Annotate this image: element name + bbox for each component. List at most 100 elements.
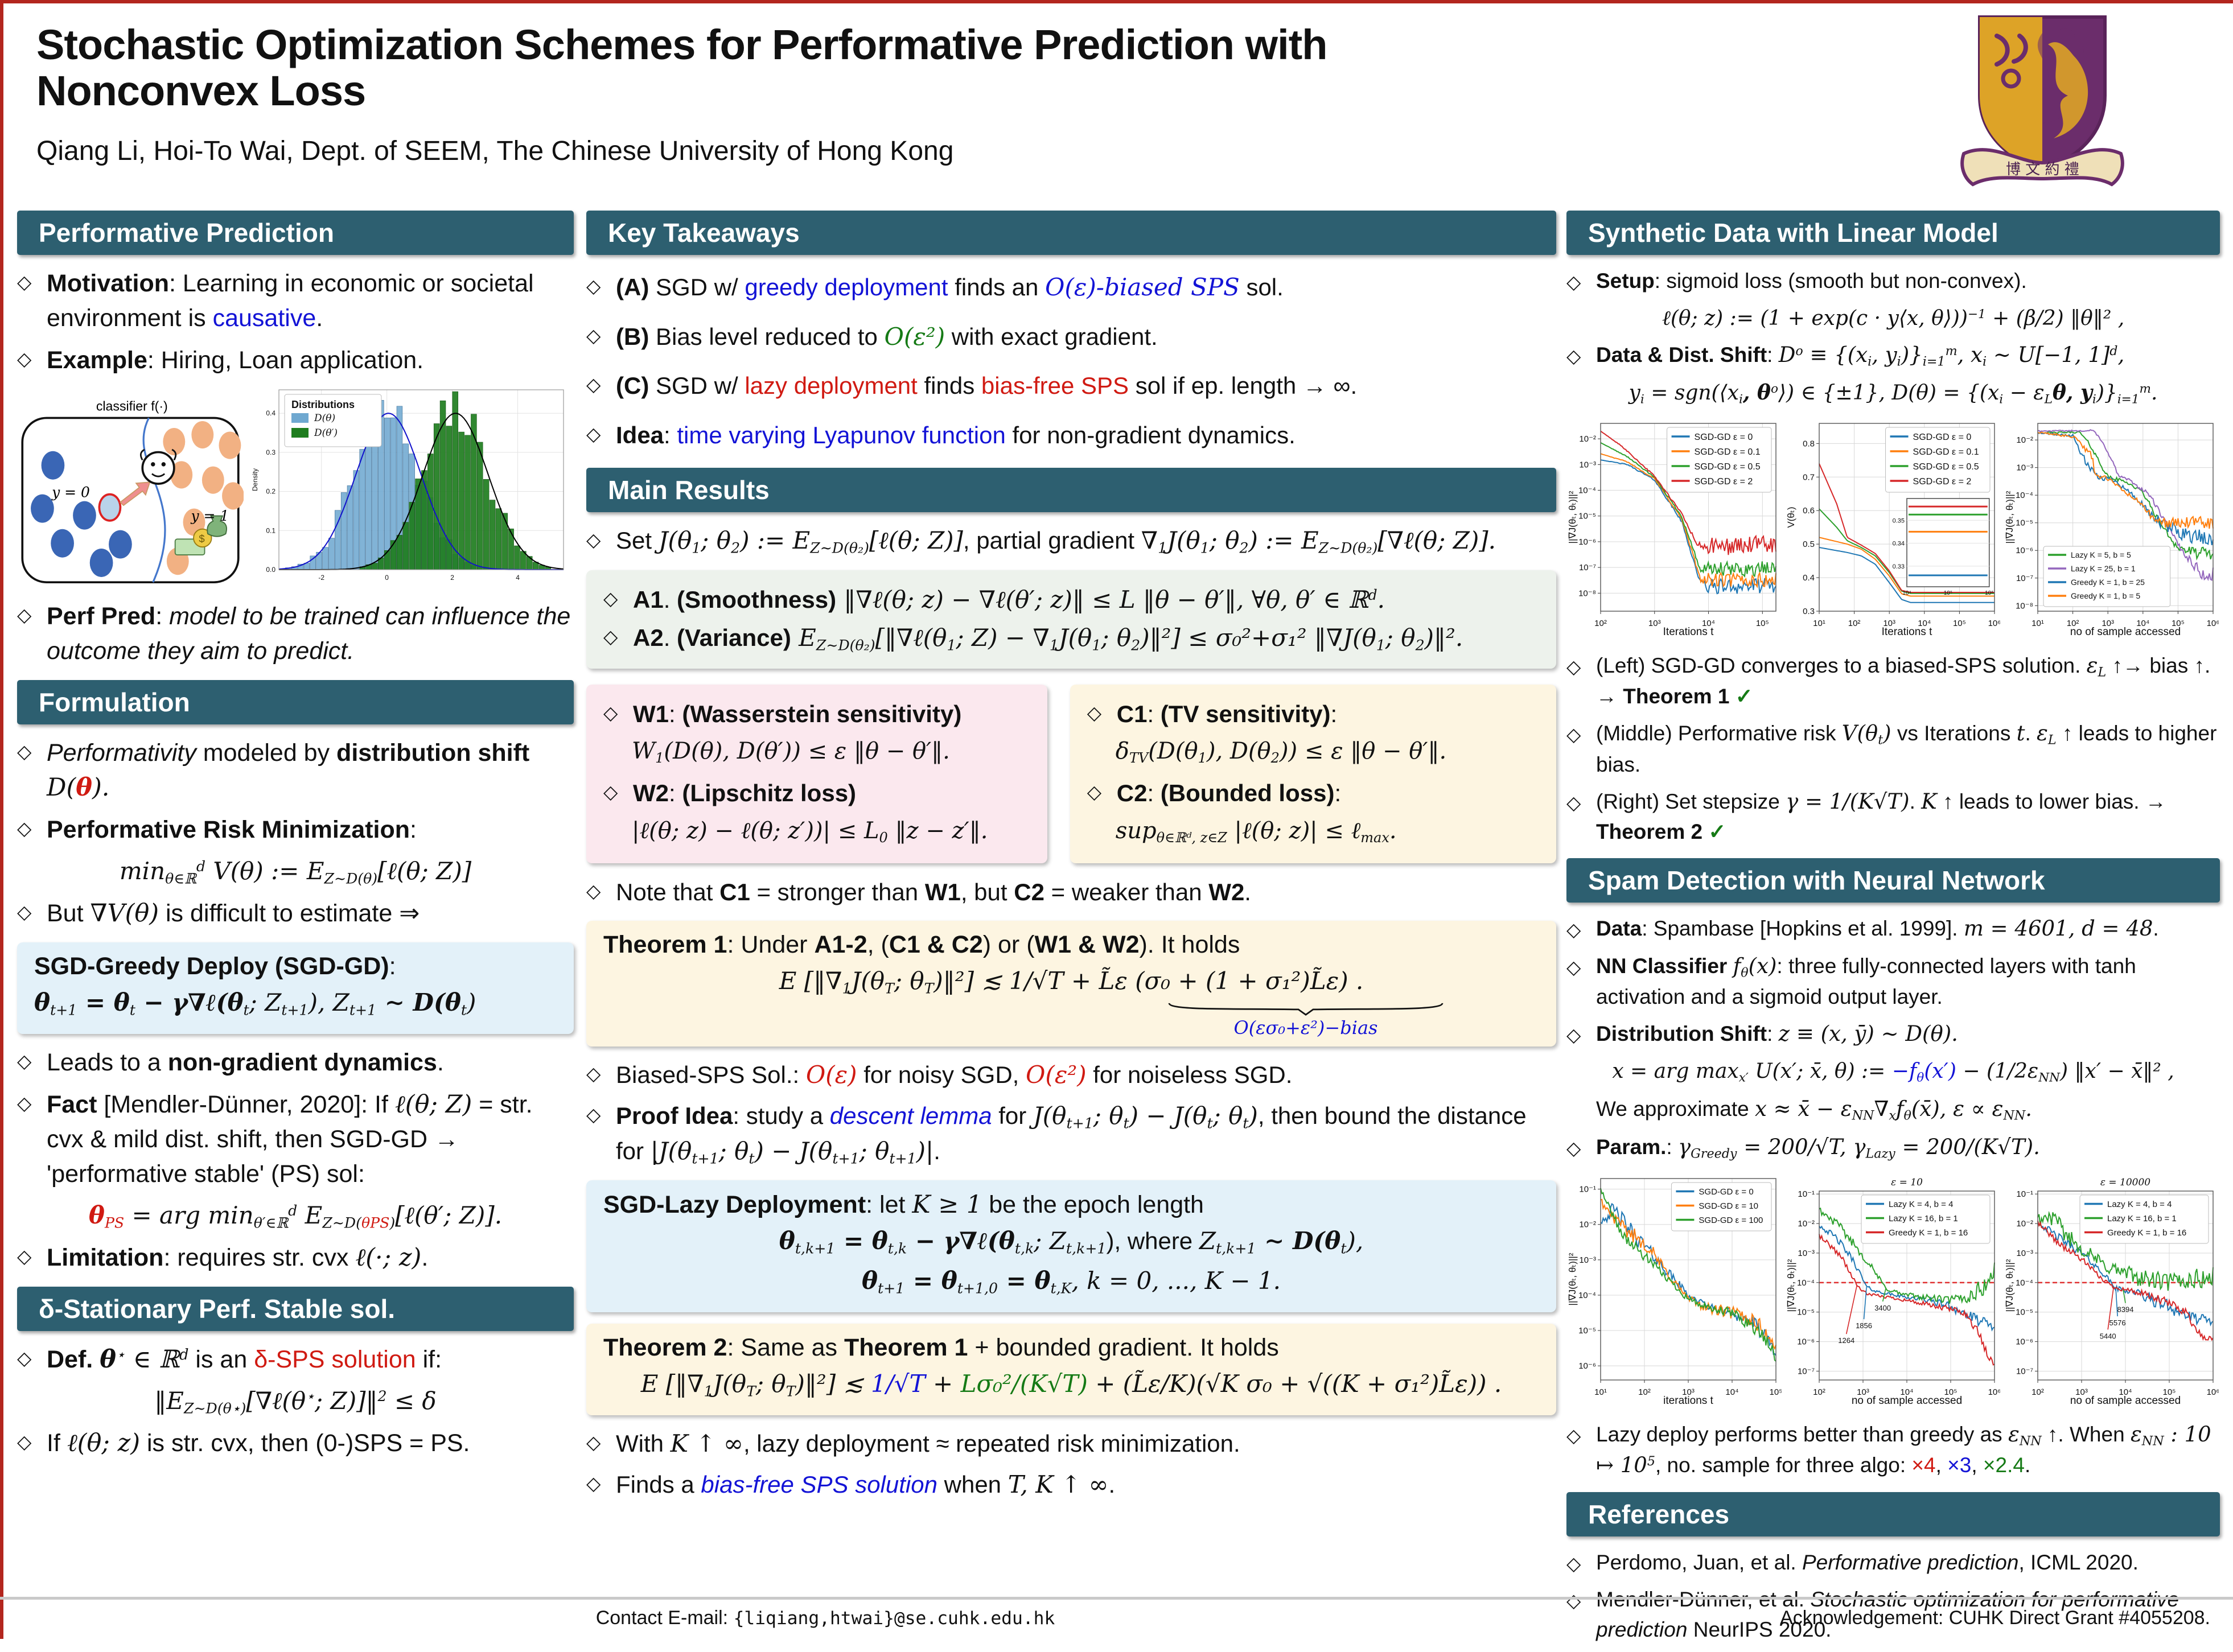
bullet-text: Motivation: Learning in economic or soci… bbox=[47, 270, 534, 332]
svg-text:Greedy K = 1, b = 25: Greedy K = 1, b = 25 bbox=[2071, 578, 2145, 587]
diamond-bullet-icon: ◇ bbox=[586, 880, 601, 902]
svg-text:10³: 10³ bbox=[2075, 1387, 2088, 1397]
svg-text:10⁻⁶: 10⁻⁶ bbox=[1578, 1361, 1596, 1371]
svg-text:ε = 10: ε = 10 bbox=[1891, 1177, 1923, 1188]
diamond-bullet-icon: ◇ bbox=[1566, 271, 1581, 293]
svg-text:10²: 10² bbox=[1813, 1387, 1825, 1397]
sgd-lazy-title: SGD-Lazy Deployment: let K ≥ 1 be the ep… bbox=[603, 1190, 1204, 1220]
bullet-example: ◇ Example: Hiring, Loan application. bbox=[17, 343, 574, 378]
svg-text:10⁶: 10⁶ bbox=[1988, 1387, 2000, 1397]
diamond-bullet-icon: ◇ bbox=[603, 587, 618, 609]
svg-text:SGD-GD ε = 2: SGD-GD ε = 2 bbox=[1695, 477, 1753, 487]
bullet-middle-result: ◇ (Middle) Performative risk V(θt) vs It… bbox=[1566, 719, 2220, 780]
page-title: Stochastic Optimization Schemes for Perf… bbox=[36, 22, 1915, 114]
svg-text:SGD-GD ε = 0: SGD-GD ε = 0 bbox=[1699, 1187, 1753, 1197]
svg-text:10⁵: 10⁵ bbox=[1756, 619, 1769, 628]
svg-text:Distributions: Distributions bbox=[291, 399, 355, 410]
svg-text:0.7: 0.7 bbox=[1803, 472, 1815, 482]
equation-lazy-2: θt+1 = θt+1,0 = θt,K, k = 0, ..., K − 1. bbox=[862, 1266, 1281, 1297]
classifier-cartoon: classifier f(·) $ y bbox=[21, 399, 244, 584]
diamond-bullet-icon: ◇ bbox=[603, 702, 618, 723]
theorem-2-title: Theorem 2: Same as Theorem 1 + bounded g… bbox=[603, 1333, 1279, 1361]
svg-text:10⁴: 10⁴ bbox=[1702, 619, 1715, 628]
svg-text:0.33: 0.33 bbox=[1893, 563, 1905, 570]
svg-text:0.3: 0.3 bbox=[1803, 607, 1815, 616]
section-header-synthetic: Synthetic Data with Linear Model bbox=[1566, 211, 2220, 255]
bullet-takeaway-c: ◇ (C) SGD w/ lazy deployment finds bias-… bbox=[586, 369, 1556, 403]
equation-data-shift: yi = sgn(⟨xi, θo⟩) ∈ {±1}, D(θ) = {(xi −… bbox=[1629, 381, 2158, 407]
svg-text:10⁻³: 10⁻³ bbox=[2016, 463, 2033, 472]
plot-spam-eps10: 10² 10³ 10⁴ 10⁵ 10⁶ 10⁻⁷ 10⁻⁶ 10⁻⁵ 10⁻⁴ 10⁻³ 10⁻² 1… bbox=[1785, 1171, 2001, 1413]
bullet-text: W2: (Lipschitz loss) bbox=[633, 779, 857, 806]
diamond-bullet-icon: ◇ bbox=[1566, 1024, 1581, 1046]
bullet-text: Finds a bias-free SPS solution when T, K… bbox=[616, 1470, 1116, 1499]
bullet-text: We approximate x ≈ x̄ − εNN∇xfθ(x̄), ε ∝… bbox=[1596, 1096, 2033, 1123]
bullet-fact: ◇ Fact [Mendler-Dünner, 2020]: If ℓ(θ; Z… bbox=[17, 1087, 574, 1192]
bullet-text: (Right) Set stepsize γ = 1/(K√T). K ↑ le… bbox=[1596, 789, 2166, 843]
diamond-bullet-icon: ◇ bbox=[586, 1104, 601, 1126]
diamond-bullet-icon: ◇ bbox=[1566, 1590, 1581, 1612]
svg-text:Greedy K = 1, b = 16: Greedy K = 1, b = 16 bbox=[2107, 1228, 2186, 1238]
bullet-non-gradient: ◇ Leads to a non-gradient dynamics. bbox=[17, 1045, 574, 1080]
diamond-bullet-icon: ◇ bbox=[17, 1348, 32, 1369]
bullet-text: C1: (TV sensitivity): bbox=[1116, 700, 1338, 727]
equation-c1: δTV(D(θ1), D(θ2)) ≤ ε ‖θ − θ′‖. bbox=[1115, 738, 1447, 767]
svg-text:iterations t: iterations t bbox=[1663, 1395, 1713, 1407]
bullet-w2: ◇ W2: (Lipschitz loss) bbox=[603, 776, 1030, 810]
svg-text:Lazy K = 4, b = 4: Lazy K = 4, b = 4 bbox=[2107, 1200, 2172, 1209]
section-header-performative-prediction: Performative Prediction bbox=[17, 211, 574, 255]
diamond-bullet-icon: ◇ bbox=[17, 741, 32, 763]
bullet-text: (C) SGD w/ lazy deployment finds bias-fr… bbox=[616, 372, 1358, 399]
svg-text:10⁻⁵: 10⁻⁵ bbox=[2016, 1308, 2033, 1317]
diamond-bullet-icon: ◇ bbox=[603, 626, 618, 648]
title-line-1: Stochastic Optimization Schemes for Perf… bbox=[36, 21, 1328, 68]
svg-text:10⁻⁴: 10⁻⁴ bbox=[1578, 485, 1596, 495]
bullet-text: Note that C1 = stronger than W1, but C2 … bbox=[616, 879, 1251, 906]
svg-text:0.5: 0.5 bbox=[1803, 539, 1815, 549]
underbrace-row: O(εσ₀+ε²)−bias bbox=[603, 1002, 1539, 1039]
svg-text:10³: 10³ bbox=[1682, 1387, 1695, 1397]
svg-text:4: 4 bbox=[516, 574, 520, 582]
diamond-bullet-icon: ◇ bbox=[1566, 919, 1581, 941]
svg-text:0.0: 0.0 bbox=[266, 566, 275, 574]
bullet-motivation: ◇ Motivation: Learning in economic or so… bbox=[17, 266, 574, 336]
svg-text:Iterations t: Iterations t bbox=[1882, 626, 1932, 638]
section-header-main-results: Main Results bbox=[586, 467, 1556, 512]
plot-synthetic-samples: 10¹ 10² 10³ 10⁴ 10⁵ 10⁶ 10⁻⁸ 10⁻⁷ 10⁻⁶ 10⁻⁵ 10⁻⁴ 10… bbox=[2004, 415, 2219, 644]
section-header-key-takeaways: Key Takeaways bbox=[586, 211, 1556, 255]
svg-text:10⁻²: 10⁻² bbox=[1579, 434, 1596, 444]
diamond-bullet-icon: ◇ bbox=[1566, 345, 1581, 366]
poster-left-border bbox=[0, 0, 3, 1639]
svg-text:10⁻²: 10⁻² bbox=[2016, 435, 2033, 445]
diamond-bullet-icon: ◇ bbox=[1566, 1425, 1581, 1447]
diamond-bullet-icon: ◇ bbox=[17, 1050, 32, 1072]
bullet-text: Limitation: requires str. cvx ℓ(·; z). bbox=[47, 1243, 429, 1272]
diamond-bullet-icon: ◇ bbox=[17, 271, 32, 293]
diamond-bullet-icon: ◇ bbox=[1087, 781, 1102, 802]
equation-c2: supθ∈ℝᵈ, z∈Z |ℓ(θ; z)| ≤ ℓmax. bbox=[1115, 817, 1397, 846]
acknowledgement: Acknowledgement: CUHK Direct Grant #4055… bbox=[1780, 1607, 2210, 1629]
reference-text: Perdomo, Juan, et al. Performative predi… bbox=[1596, 1550, 2139, 1574]
svg-text:10⁴: 10⁴ bbox=[1902, 590, 1911, 596]
svg-text:10³: 10³ bbox=[2102, 619, 2114, 628]
tv-box: ◇ C1: (TV sensitivity): δTV(D(θ1), D(θ2)… bbox=[1070, 684, 1556, 864]
bullet-text: Leads to a non-gradient dynamics. bbox=[47, 1049, 444, 1077]
bullet-limitation: ◇ Limitation: requires str. cvx ℓ(·; z). bbox=[17, 1241, 574, 1275]
bullet-text: Biased-SPS Sol.: O(ε) for noisy SGD, O(ε… bbox=[616, 1060, 1293, 1089]
diamond-bullet-icon: ◇ bbox=[586, 1431, 601, 1453]
bullet-risk-min: ◇ Performative Risk Minimization: bbox=[17, 813, 574, 847]
title-line-2: Nonconvex Loss bbox=[36, 67, 366, 115]
svg-text:10¹: 10¹ bbox=[1594, 1387, 1607, 1397]
bullet-text: Data: Spambase [Hopkins et al. 1999]. m … bbox=[1596, 916, 2159, 941]
diamond-bullet-icon: ◇ bbox=[1566, 792, 1581, 814]
equation-theta-ps: θPS = arg minθ′∈ℝd EZ∼D(θPS)[ℓ(θ′; Z)]. bbox=[88, 1201, 503, 1231]
classifier-label: classifier f(·) bbox=[96, 399, 168, 414]
diamond-bullet-icon: ◇ bbox=[586, 374, 601, 396]
bullet-text: A1. (Smoothness) ‖∇ℓ(θ; z) − ∇ℓ(θ′; z)‖ … bbox=[633, 585, 1385, 613]
bullet-setup: ◇ Setup: sigmoid loss (smooth but non-co… bbox=[1566, 266, 2220, 296]
section-header-spam: Spam Detection with Neural Network bbox=[1566, 858, 2220, 903]
bullet-text: Proof Idea: study a descent lemma for J(… bbox=[616, 1102, 1527, 1167]
svg-text:10⁴: 10⁴ bbox=[1725, 1387, 1738, 1397]
svg-text:1264: 1264 bbox=[1838, 1336, 1854, 1345]
svg-text:10⁻⁶: 10⁻⁶ bbox=[1578, 537, 1596, 547]
